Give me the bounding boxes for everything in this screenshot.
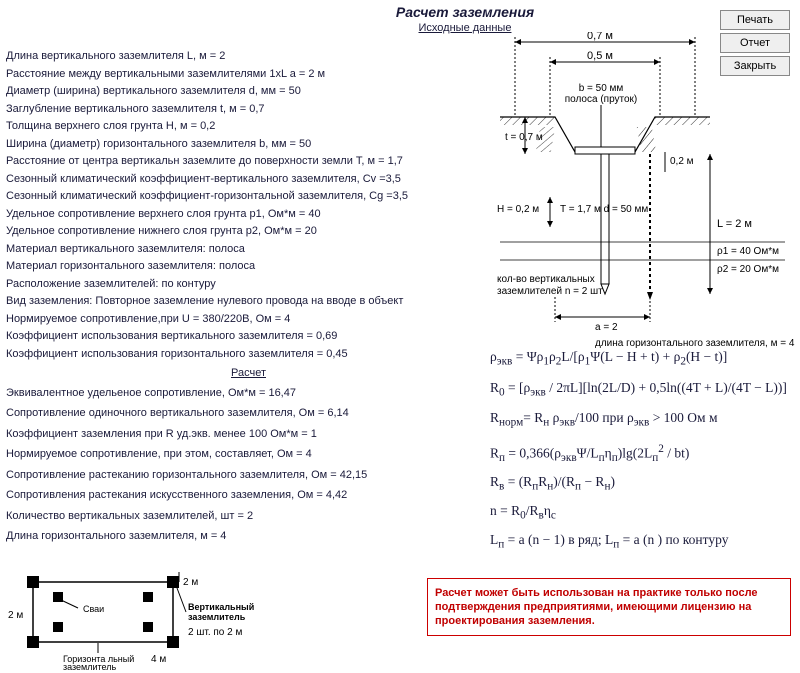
input-line: Сезонный климатический коэффициент-верти… bbox=[6, 171, 491, 189]
calc-line: Количество вертикальных заземлителей, шт… bbox=[6, 508, 491, 526]
disclaimer-box: Расчет может быть использован на практик… bbox=[427, 578, 791, 636]
svg-text:b = 50 мм: b = 50 мм bbox=[579, 83, 624, 94]
input-line: Удельное сопротивление нижнего слоя грун… bbox=[6, 223, 491, 241]
svg-text:a = 2: a = 2 bbox=[595, 322, 618, 333]
svg-text:заземлителей n = 2 шт: заземлителей n = 2 шт bbox=[497, 286, 603, 297]
svg-text:0,5 м: 0,5 м bbox=[587, 50, 613, 62]
formulas-block: ρэкв = Ψρ1ρ2L/[ρ1Ψ(L − H + t) + ρ2(H − t… bbox=[490, 346, 800, 555]
input-line: Длина вертикального заземлителя L, м = 2 bbox=[6, 48, 491, 66]
svg-text:заземлитель: заземлитель bbox=[188, 612, 246, 622]
input-line: Сезонный климатический коэффициент-гориз… bbox=[6, 188, 491, 206]
input-line: Коэффициент использования горизонтальног… bbox=[6, 346, 491, 364]
svg-text:полоса (пруток): полоса (пруток) bbox=[565, 94, 638, 105]
page-title: Расчет заземления bbox=[130, 4, 800, 20]
calc-line: Длина горизонтального заземлителя, м = 4 bbox=[6, 528, 491, 546]
input-line: Вид заземления: Повторное заземление нул… bbox=[6, 293, 491, 311]
formula: Rв = (RпRн)/(Rп − Rн) bbox=[490, 471, 800, 498]
formula: Rп = 0,366(ρэквΨ/Lпηп)lg(2Lп2 / bt) bbox=[490, 438, 800, 469]
svg-text:t = 0,7 м: t = 0,7 м bbox=[505, 132, 543, 143]
input-line: Заглубление вертикального заземлителя t,… bbox=[6, 101, 491, 119]
svg-text:ρ1 = 40 Ом*м: ρ1 = 40 Ом*м bbox=[717, 246, 779, 257]
svg-text:4 м: 4 м bbox=[151, 654, 166, 665]
input-line: Толщина верхнего слоя грунта H, м = 0,2 bbox=[6, 118, 491, 136]
input-line: Удельное сопротивление верхнего слоя гру… bbox=[6, 206, 491, 224]
input-line: Нормируемое сопротивление,при U = 380/22… bbox=[6, 311, 491, 329]
calc-line: Сопротивление одиночного вертикального з… bbox=[6, 405, 491, 423]
svg-text:Вертикальный: Вертикальный bbox=[188, 602, 254, 612]
input-line: Расстояние от центра вертикальн заземлит… bbox=[6, 153, 491, 171]
svg-text:ρ2 = 20 Ом*м: ρ2 = 20 Ом*м bbox=[717, 264, 779, 275]
calc-subtitle: Расчет bbox=[6, 365, 491, 383]
svg-text:2 м: 2 м bbox=[183, 577, 198, 588]
input-line: Ширина (диаметр) горизонтального заземли… bbox=[6, 136, 491, 154]
print-button[interactable]: Печать bbox=[720, 10, 790, 30]
formula: n = R0/Rвηс bbox=[490, 500, 800, 527]
calc-line: Сопротивления растекания искусственного … bbox=[6, 487, 491, 505]
calc-line: Нормируемое сопротивление, при этом, сос… bbox=[6, 446, 491, 464]
left-column: Длина вертикального заземлителя L, м = 2… bbox=[6, 48, 491, 546]
svg-text:L = 2 м: L = 2 м bbox=[717, 218, 752, 230]
svg-text:кол-во вертикальных: кол-во вертикальных bbox=[497, 274, 595, 285]
svg-text:0,7 м: 0,7 м bbox=[587, 32, 613, 42]
calc-line: Коэффициент заземления при R уд.экв. мен… bbox=[6, 426, 491, 444]
formula: Rнорм= Rн ρэкв/100 при ρэкв > 100 Ом м bbox=[490, 407, 800, 434]
svg-text:2 м: 2 м bbox=[8, 610, 23, 621]
input-line: Коэффициент использования вертикального … bbox=[6, 328, 491, 346]
svg-text:Сваи: Сваи bbox=[83, 604, 104, 614]
calc-line: Эквивалентное удельеное сопротивление, О… bbox=[6, 385, 491, 403]
svg-text:0,2 м: 0,2 м bbox=[670, 156, 694, 167]
input-line: Расположение заземлителей: по контуру bbox=[6, 276, 491, 294]
formula: R0 = [ρэкв / 2πL][ln(2L/D) + 0,5ln((4T +… bbox=[490, 377, 800, 404]
calc-line: Сопротивление растеканию горизонтального… bbox=[6, 467, 491, 485]
input-line: Расстояние между вертикальными заземлите… bbox=[6, 66, 491, 84]
contour-diagram: 2 м 2 м Сваи Вертикальный заземлитель 2 … bbox=[3, 570, 263, 665]
svg-text:заземлитель: заземлитель bbox=[63, 662, 117, 670]
input-line: Материал вертикального заземлителя: поло… bbox=[6, 241, 491, 259]
svg-text:2 шт. по 2 м: 2 шт. по 2 м bbox=[188, 627, 242, 638]
svg-text:T = 1,7 м d = 50 мм: T = 1,7 м d = 50 мм bbox=[560, 204, 648, 215]
input-line: Диаметр (ширина) вертикального заземлите… bbox=[6, 83, 491, 101]
formula: Lп = a (n − 1) в ряд; Lп = a (n ) по кон… bbox=[490, 529, 800, 556]
svg-text:H = 0,2 м: H = 0,2 м bbox=[497, 204, 539, 215]
formula: ρэкв = Ψρ1ρ2L/[ρ1Ψ(L − H + t) + ρ2(H − t… bbox=[490, 346, 800, 373]
grounding-diagram: 0,7 м 0,5 м b = 50 мм полоса (пруток) t … bbox=[495, 32, 795, 342]
input-line: Материал горизонтального заземлителя: по… bbox=[6, 258, 491, 276]
